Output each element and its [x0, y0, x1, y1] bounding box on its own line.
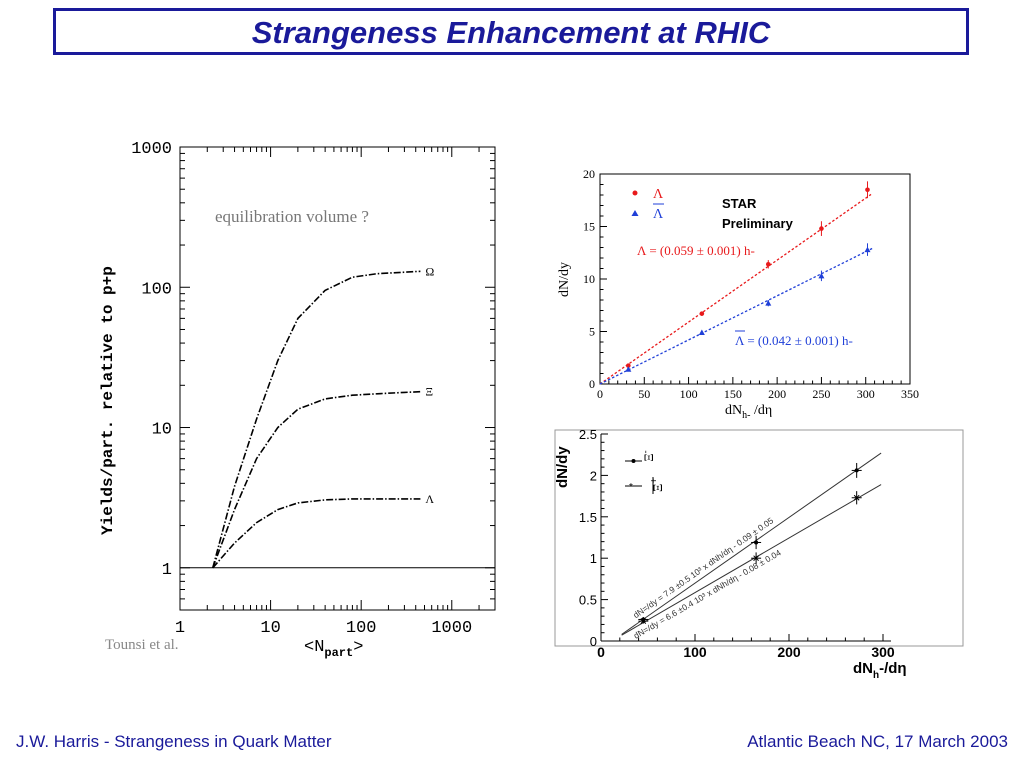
x-tick-label: 10 — [260, 619, 280, 638]
lambda-point — [765, 262, 771, 267]
series-label: Ω — [425, 264, 434, 278]
y-tick-label: 20 — [583, 167, 595, 181]
yield-curve-Ω — [212, 270, 421, 569]
legend-marker-lambda — [632, 190, 638, 196]
y-tick-label: 0.5 — [579, 593, 597, 608]
slide-title: Strangeness Enhancement at RHIC — [251, 15, 771, 50]
legend-marker-xi — [631, 459, 636, 463]
xi-x-axis-label: dNh-/dη — [853, 660, 907, 678]
fit-line-anti-Λ — [599, 247, 874, 385]
lambda-point — [626, 363, 631, 368]
x-tick-label: 200 — [777, 644, 801, 660]
yields-y-axis-label: Yields/part. relative to p+p — [99, 266, 117, 535]
x-tick-label: 350 — [901, 387, 919, 401]
x-tick-label: 150 — [724, 387, 742, 401]
xi-point — [754, 540, 759, 545]
y-tick-label: 0 — [589, 377, 595, 391]
equilibration-annotation: equilibration volume ? — [215, 207, 369, 226]
xi-y-axis-label: dN/dy — [554, 446, 571, 488]
star-label: STAR — [722, 196, 757, 211]
lambda-chart: 0 50 100 150 200 250 300 350 0 5 10 15 20 Λ Λ STAR P… — [557, 167, 919, 420]
legend-label-xi: Ξ- — [640, 450, 656, 461]
xi-outer-frame — [554, 429, 964, 647]
y-tick-label: 15 — [583, 220, 595, 234]
legend-label-antixi: Ξ+ — [649, 478, 665, 492]
y-tick-label: 10 — [583, 272, 595, 286]
antilambda-point — [698, 329, 705, 336]
antilambda-point — [625, 366, 632, 372]
lambda-point — [699, 311, 705, 316]
y-tick-label: 2.5 — [579, 428, 597, 442]
lambda-point — [865, 187, 870, 193]
fit-line-Λ — [599, 193, 872, 385]
antilambda-fit-label: Λ = (0.042 ± 0.001) h- — [735, 333, 853, 348]
x-tick-label: 1 — [175, 619, 185, 638]
legend-marker-antixi: * — [629, 482, 633, 493]
footer-right: Atlantic Beach NC, 17 March 2003 — [747, 732, 1008, 751]
yield-curve-Λ — [212, 498, 421, 569]
antilambda-point — [765, 300, 772, 306]
yields-plot-frame — [179, 146, 496, 611]
slide-title-box: Strangeness Enhancement at RHIC — [53, 8, 969, 55]
y-tick-label: 0 — [590, 634, 597, 649]
x-tick-label: 0 — [597, 387, 603, 401]
y-tick-label: 100 — [141, 280, 172, 299]
footer-left: J.W. Harris - Strangeness in Quark Matte… — [16, 732, 332, 751]
yields-x-axis-label: <Npart> — [304, 638, 363, 660]
x-tick-label: 100 — [683, 644, 707, 660]
y-tick-label: 2 — [590, 468, 597, 483]
xi-legend: Ξ- * Ξ+ — [625, 450, 665, 494]
y-tick-label: 1 — [590, 551, 597, 566]
antilambda-point — [864, 246, 871, 253]
xi-fit-line — [621, 452, 882, 635]
legend-label-antilambda: Λ — [653, 207, 664, 222]
xi-fit-line — [621, 484, 882, 636]
legend-label-lambda: Λ — [653, 187, 664, 202]
series-label: Λ — [425, 492, 434, 506]
lambda-y-axis-label: dN/dy — [557, 262, 572, 297]
lambda-legend: Λ Λ — [631, 187, 664, 222]
x-tick-label: 200 — [768, 387, 786, 401]
x-tick-label: 1000 — [431, 619, 472, 638]
series-label: Ξ — [425, 385, 433, 399]
lambda-point — [819, 226, 824, 231]
y-tick-label: 1 — [162, 561, 172, 580]
preliminary-label: Preliminary — [722, 216, 794, 231]
yield-curve-Ξ — [212, 390, 421, 569]
y-tick-label: 10 — [152, 421, 172, 440]
x-tick-label: 100 — [680, 387, 698, 401]
x-tick-label: 100 — [346, 619, 377, 638]
antilambda-point — [818, 272, 825, 279]
xi-point — [854, 468, 859, 473]
y-tick-label: 1.5 — [579, 510, 597, 525]
yields-chart: 1 10 100 1000 1 10 100 1000 Ω Ξ Λ equilibration v… — [99, 140, 496, 660]
x-tick-label: 300 — [857, 387, 875, 401]
x-tick-label: 250 — [812, 387, 830, 401]
antixi-point-cross — [753, 555, 759, 562]
lambda-fit-label: Λ = (0.059 ± 0.001) h- — [637, 243, 755, 258]
legend-marker-antilambda — [631, 210, 639, 216]
x-tick-label: 50 — [638, 387, 650, 401]
y-tick-label: 1000 — [131, 140, 172, 159]
antixi-point-cross — [640, 618, 647, 624]
x-tick-label: 300 — [871, 644, 895, 660]
citation-text: Tounsi et al. — [105, 637, 179, 653]
x-tick-label: 0 — [597, 644, 605, 660]
antixi-point-cross — [853, 494, 860, 501]
lambda-x-axis-label: dNh- /dη — [725, 403, 772, 420]
y-tick-label: 5 — [589, 325, 595, 339]
